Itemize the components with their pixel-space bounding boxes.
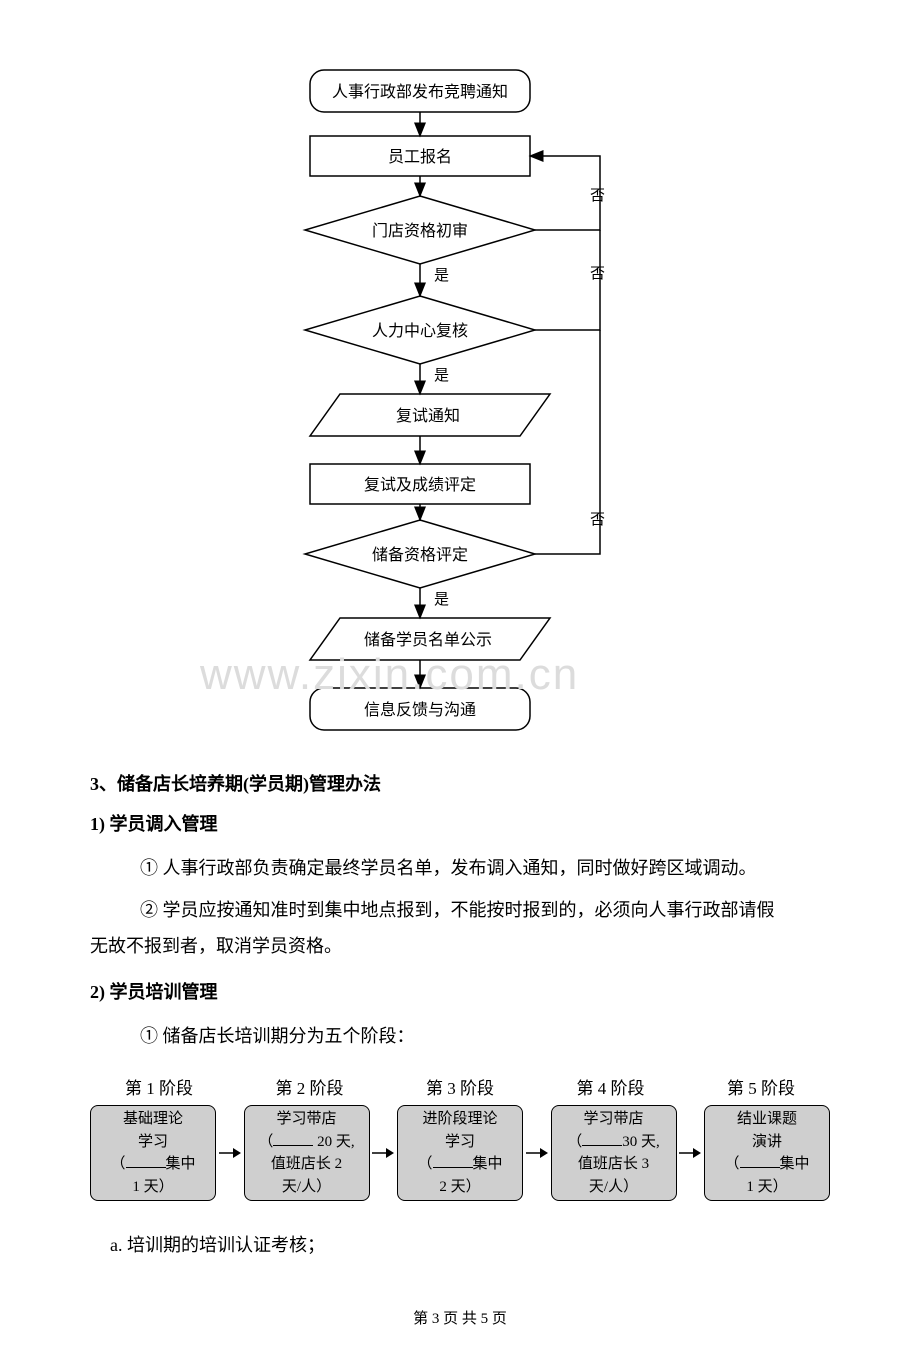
stage-line: 2 天） bbox=[400, 1176, 520, 1199]
stage-line: 基础理论 bbox=[93, 1108, 213, 1131]
stage-line: 进阶段理论 bbox=[400, 1108, 520, 1131]
stage-line: 学习带店 bbox=[554, 1108, 674, 1131]
flow-label: 人事行政部发布竞聘通知 bbox=[332, 83, 508, 101]
stage-box-4: 学习带店 （30 天, 值班店长 3 天/人） bbox=[551, 1105, 677, 1201]
stage-label: 第 1 阶段 bbox=[96, 1074, 222, 1099]
arrow-icon bbox=[526, 1143, 548, 1163]
stage-line: 天/人） bbox=[247, 1176, 367, 1199]
flow-label: 复试通知 bbox=[396, 407, 460, 425]
stage-line: （集中 bbox=[93, 1153, 213, 1176]
para-line: 无故不报到者，取消学员资格。 bbox=[90, 936, 342, 956]
flow-label: 人力中心复核 bbox=[372, 322, 468, 340]
page: www.zixin.com.cn 人事行政部发布竞聘通知 员工报名 门店资格初审… bbox=[0, 0, 920, 1368]
flow-edge-label: 否 bbox=[590, 512, 605, 528]
stage-box-1: 基础理论 学习 （集中 1 天） bbox=[90, 1105, 216, 1201]
flow-label: 复试及成绩评定 bbox=[364, 476, 476, 494]
arrow-icon bbox=[219, 1143, 241, 1163]
flow-label: 员工报名 bbox=[388, 148, 452, 166]
stage-box-3: 进阶段理论 学习 （集中 2 天） bbox=[397, 1105, 523, 1201]
flow-label: 储备资格评定 bbox=[372, 546, 468, 564]
section-3-2-title: 2) 学员培训管理 bbox=[90, 978, 830, 1004]
stage-line: （集中 bbox=[707, 1153, 827, 1176]
stage-label: 第 3 阶段 bbox=[397, 1074, 523, 1099]
stage-line: （集中 bbox=[400, 1153, 520, 1176]
stage-line: 天/人） bbox=[554, 1176, 674, 1199]
flow-edge-label: 是 bbox=[434, 368, 449, 384]
para: ① 人事行政部负责确定最终学员名单，发布调入通知，同时做好跨区域调动。 bbox=[90, 850, 830, 886]
stage-line: 学习带店 bbox=[247, 1108, 367, 1131]
stage-line: 值班店长 3 bbox=[554, 1153, 674, 1176]
stages-row: 基础理论 学习 （集中 1 天） 学习带店 （ 20 天, 值班店长 2 天/人… bbox=[90, 1105, 830, 1201]
stage-line: 值班店长 2 bbox=[247, 1153, 367, 1176]
para: ① 储备店长培训期分为五个阶段： bbox=[90, 1018, 830, 1054]
stage-line: 1 天） bbox=[707, 1176, 827, 1199]
stage-label: 第 2 阶段 bbox=[247, 1074, 373, 1099]
arrow-icon bbox=[679, 1143, 701, 1163]
stage-line: 学习 bbox=[400, 1131, 520, 1154]
stage-line: 结业课题 bbox=[707, 1108, 827, 1131]
arrow-icon bbox=[372, 1143, 394, 1163]
flow-edge-label: 否 bbox=[590, 266, 605, 282]
flow-label: 门店资格初审 bbox=[372, 222, 468, 240]
stage-box-2: 学习带店 （ 20 天, 值班店长 2 天/人） bbox=[244, 1105, 370, 1201]
flow-label: 储备学员名单公示 bbox=[364, 631, 492, 649]
para: ② 学员应按通知准时到集中地点报到，不能按时报到的，必须向人事行政部请假 无故不… bbox=[90, 892, 830, 964]
stage-box-5: 结业课题 演讲 （集中 1 天） bbox=[704, 1105, 830, 1201]
stage-line: 1 天） bbox=[93, 1176, 213, 1199]
flowchart: 人事行政部发布竞聘通知 员工报名 门店资格初审 是 人力中心复核 是 复试通知 … bbox=[180, 60, 740, 750]
stage-line: （ 20 天, bbox=[247, 1131, 367, 1154]
section-3-1-title: 1) 学员调入管理 bbox=[90, 810, 830, 836]
flow-edge-label: 否 bbox=[590, 188, 605, 204]
stage-label: 第 4 阶段 bbox=[548, 1074, 674, 1099]
stage-line: 学习 bbox=[93, 1131, 213, 1154]
stage-line: 演讲 bbox=[707, 1131, 827, 1154]
flow-edge-label: 是 bbox=[434, 592, 449, 608]
para-line: ② 学员应按通知准时到集中地点报到，不能按时报到的，必须向人事行政部请假 bbox=[90, 900, 775, 920]
list-item-a: a. 培训期的培训认证考核； bbox=[90, 1231, 830, 1257]
page-footer: 第 3 页 共 5 页 bbox=[90, 1307, 830, 1328]
flow-label: 信息反馈与沟通 bbox=[364, 701, 476, 719]
section-3-title: 3、储备店长培养期(学员期)管理办法 bbox=[90, 770, 830, 796]
stage-label: 第 5 阶段 bbox=[698, 1074, 824, 1099]
flow-edge-label: 是 bbox=[434, 268, 449, 284]
stage-line: （30 天, bbox=[554, 1131, 674, 1154]
stage-labels: 第 1 阶段 第 2 阶段 第 3 阶段 第 4 阶段 第 5 阶段 bbox=[90, 1074, 830, 1099]
